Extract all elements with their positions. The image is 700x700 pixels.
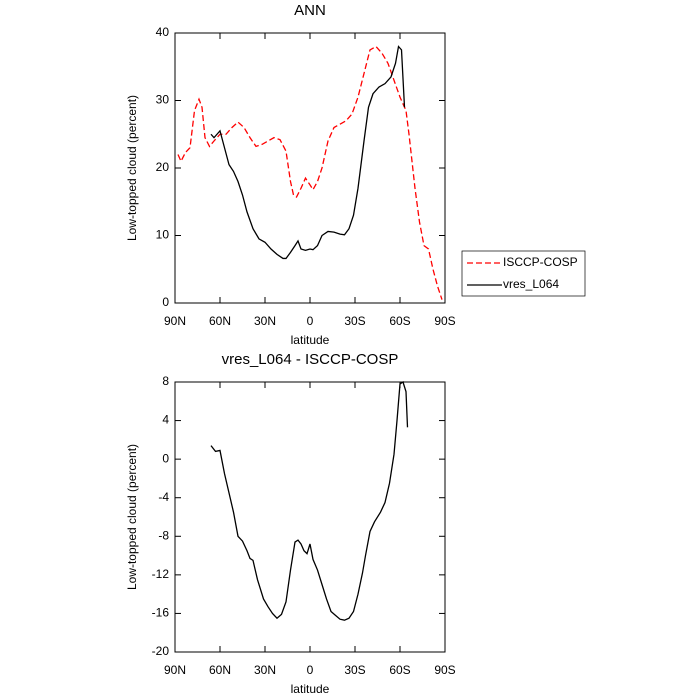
x-tick-label: 60N [209, 663, 231, 677]
y-tick-label: 30 [156, 93, 170, 107]
x-axis-label: latitude [291, 333, 330, 347]
data-line [210, 45, 406, 260]
legend-box [461, 250, 586, 297]
x-tick-label: 30S [344, 663, 365, 677]
y-axis-label: Low-topped cloud (percent) [125, 95, 139, 241]
x-axis-label: latitude [291, 682, 330, 696]
plot-frame [174, 32, 446, 304]
y-tick-label: 40 [156, 25, 170, 39]
y-tick-label: -4 [158, 490, 169, 504]
x-tick-label: 90S [434, 314, 455, 328]
legend-label: vres_L064 [503, 277, 559, 291]
x-tick-label: 0 [307, 663, 314, 677]
y-tick-label: -16 [152, 606, 170, 620]
y-tick-label: 20 [156, 160, 170, 174]
x-tick-label: 30S [344, 314, 365, 328]
data-line [177, 45, 443, 300]
x-tick-label: 30N [254, 663, 276, 677]
x-tick-label: 90N [164, 314, 186, 328]
x-tick-label: 90N [164, 663, 186, 677]
y-axis-label: Low-topped cloud (percent) [125, 444, 139, 590]
x-tick-label: 90S [434, 663, 455, 677]
x-tick-label: 60S [389, 663, 410, 677]
y-tick-label: -8 [158, 528, 169, 542]
legend-label: ISCCP-COSP [503, 255, 578, 269]
y-tick-label: 4 [162, 413, 169, 427]
y-tick-label: 8 [162, 374, 169, 388]
x-tick-label: 30N [254, 314, 276, 328]
x-tick-label: 0 [307, 314, 314, 328]
x-tick-label: 60S [389, 314, 410, 328]
chart-title: vres_L064 - ISCCP-COSP [222, 351, 399, 368]
x-tick-label: 60N [209, 314, 231, 328]
y-tick-label: -12 [152, 567, 170, 581]
chart-title: ANN [294, 2, 326, 19]
plot-frame [174, 381, 446, 653]
data-line [210, 380, 409, 621]
y-tick-label: 10 [156, 228, 170, 242]
y-tick-label: 0 [162, 295, 169, 309]
y-tick-label: -20 [152, 644, 170, 658]
y-tick-label: 0 [162, 451, 169, 465]
